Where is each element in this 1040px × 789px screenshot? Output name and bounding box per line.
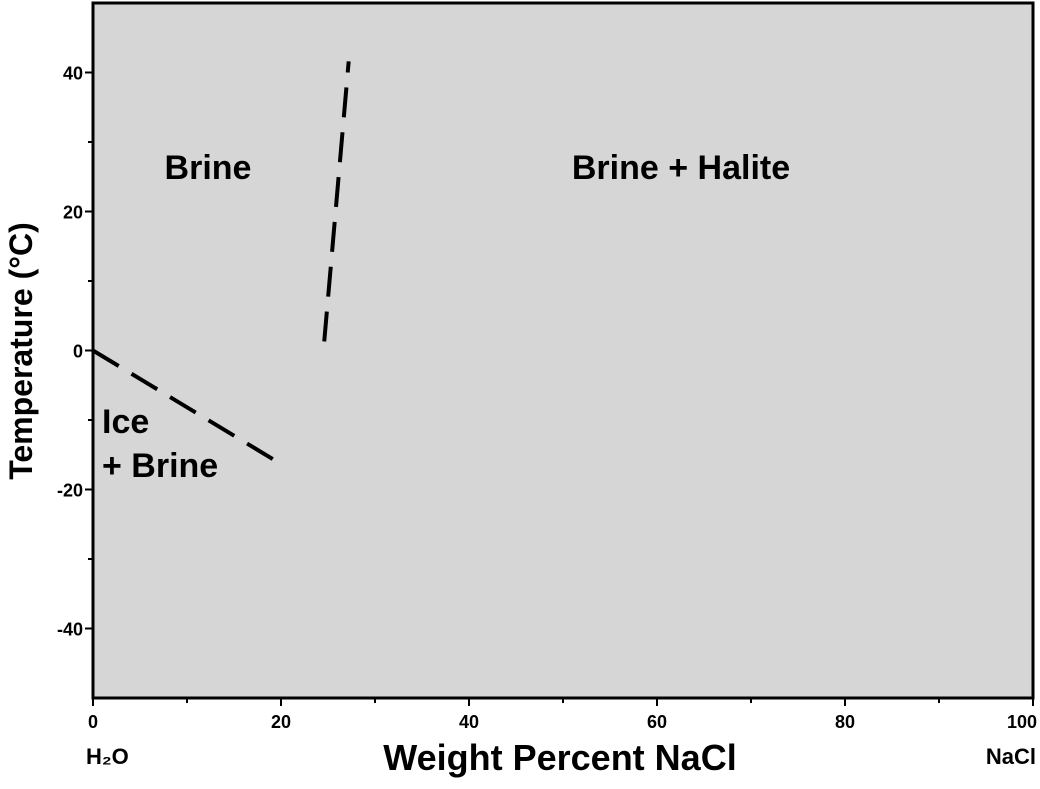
phase-boundary: [91, 348, 284, 467]
x-tick-label: 80: [835, 712, 855, 732]
region-label: Brine + Halite: [572, 149, 790, 187]
y-tick-label: -40: [57, 620, 83, 640]
y-axis-label: Temperature (°C): [3, 222, 39, 480]
x-end-label: H₂O: [86, 744, 129, 769]
phase-boundary: [322, 61, 351, 342]
region-label: Ice: [102, 403, 149, 441]
x-tick-label: 40: [459, 712, 479, 732]
y-tick-label: 0: [73, 342, 83, 362]
x-tick-label: 20: [271, 712, 291, 732]
x-axis-label: Weight Percent NaCl: [383, 737, 736, 778]
y-tick-label: -20: [57, 481, 83, 501]
x-end-label: NaCl: [986, 744, 1036, 769]
x-tick-label: 60: [647, 712, 667, 732]
x-tick-label: 100: [1007, 712, 1037, 732]
plot-area: [91, 1, 1035, 700]
y-tick-label: 20: [63, 203, 83, 223]
region-label: Brine: [165, 149, 252, 187]
y-tick-label: 40: [63, 64, 83, 84]
region-label: + Brine: [102, 447, 218, 485]
x-tick-label: 0: [88, 712, 98, 732]
